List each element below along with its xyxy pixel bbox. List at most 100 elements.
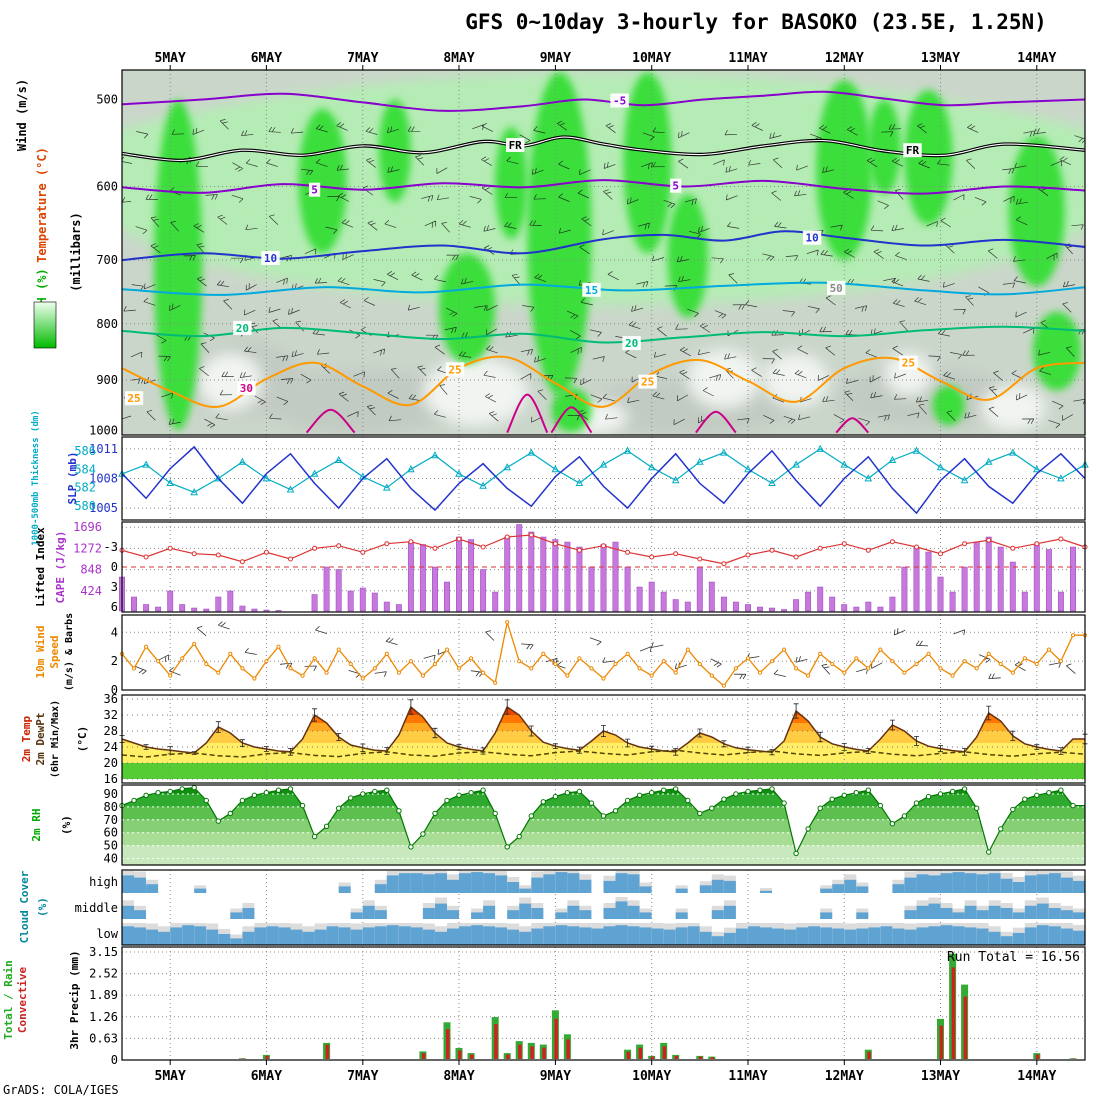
- cloud-block: [711, 936, 724, 945]
- axis-title: (millibars): [69, 212, 83, 291]
- cloud-block: [350, 912, 363, 919]
- rh-marker: [901, 813, 908, 819]
- axis-title: Total / Rain: [2, 960, 15, 1039]
- lifted-index-marker: [601, 543, 606, 549]
- rh-marker: [588, 800, 595, 806]
- cloud-block-bg: [760, 888, 772, 893]
- rh-marker: [986, 849, 992, 855]
- wind-tick: 0: [111, 683, 118, 697]
- contour-label-box: [622, 336, 641, 351]
- cloud-block: [760, 927, 772, 945]
- rh-marker: [1010, 806, 1016, 813]
- thickness-marker: [310, 469, 319, 477]
- cloud-row-label: middle: [75, 901, 118, 915]
- rh-marker: [191, 784, 197, 791]
- cloud-block: [398, 926, 411, 945]
- panel-cloud-cover: high middle low Cloud Cover (%): [18, 869, 1086, 946]
- slp-tick: 1011: [89, 442, 118, 456]
- contour-label: 30: [240, 382, 253, 395]
- thickness-tick: 582: [74, 481, 96, 495]
- wind-speed-marker: [469, 656, 474, 661]
- cloud-block: [170, 927, 183, 945]
- contour-30: [305, 408, 356, 434]
- thickness-tick: 586: [74, 444, 96, 458]
- lifted-index-marker: [649, 554, 655, 560]
- wind-speed-marker: [444, 647, 450, 652]
- cape-bar: [564, 541, 571, 612]
- cloud-block: [495, 927, 508, 945]
- wind-speed-marker: [1010, 670, 1015, 675]
- cloud-block: [194, 926, 207, 945]
- cloud-block: [988, 905, 1001, 919]
- li-tick: 3: [111, 580, 118, 594]
- cape-bar: [973, 541, 980, 612]
- rh-shading-blob: [495, 127, 528, 240]
- wind-speed-marker: [962, 659, 967, 664]
- cloud-block: [699, 931, 712, 945]
- contour-5: [122, 179, 1085, 195]
- cloud-block: [940, 908, 953, 919]
- cape-bar: [419, 544, 426, 612]
- rh-shading-blob: [980, 385, 1045, 431]
- cloud-block: [543, 926, 556, 945]
- thickness-marker: [142, 460, 150, 468]
- wind-speed-marker: [601, 676, 606, 681]
- wind-speed-marker: [589, 666, 594, 671]
- rh-marker: [360, 791, 366, 797]
- cloud-block: [435, 873, 447, 893]
- cloud-block: [820, 912, 833, 919]
- cloud-block: [1060, 910, 1073, 919]
- date-label-top: 6MAY: [251, 51, 282, 66]
- thickness-marker: [864, 474, 873, 482]
- cape-bar: [624, 566, 631, 612]
- rh-marker: [793, 850, 799, 857]
- cloud-block: [230, 938, 243, 945]
- cloud-block: [338, 927, 351, 945]
- cloud-block: [495, 875, 508, 893]
- rh-marker: [155, 790, 161, 796]
- precip-convective-bar: [650, 1056, 655, 1059]
- thickness-marker: [1057, 474, 1065, 482]
- rh-marker: [203, 797, 210, 804]
- rh-marker: [805, 826, 811, 832]
- wind-speed-marker: [348, 661, 353, 667]
- rh-marker: [877, 802, 884, 809]
- cloud-block: [579, 879, 592, 893]
- wind-speed-marker: [878, 647, 883, 652]
- cape-bar: [227, 590, 234, 612]
- cloud-block: [627, 874, 640, 893]
- lifted-index-marker: [673, 551, 679, 557]
- temp-band: [122, 695, 1085, 707]
- rh-marker: [998, 826, 1004, 832]
- rh-marker: [733, 791, 739, 797]
- contour-label-box: [638, 374, 657, 389]
- cloud-block: [567, 905, 580, 919]
- contour-label-box: [899, 355, 918, 370]
- cloud-block: [543, 874, 556, 893]
- axis-title: Temperature (°C): [35, 147, 49, 263]
- precip-convective-bar: [506, 1054, 510, 1059]
- precip-convective-bar: [566, 1039, 570, 1059]
- cloud-block: [1073, 930, 1085, 945]
- thickness-marker: [479, 481, 487, 489]
- rh-marker: [492, 810, 498, 817]
- cloud-block: [615, 925, 628, 945]
- cloud-block: [615, 901, 628, 919]
- cloud-block: [422, 874, 435, 893]
- cape-bar: [636, 586, 643, 612]
- precip-convective-bar: [458, 1050, 462, 1059]
- cape-bar: [432, 566, 438, 612]
- cloud-block: [904, 929, 917, 945]
- thickness-marker: [936, 463, 945, 471]
- wind-speed-marker: [721, 683, 727, 688]
- surface-wind-barbs: [135, 621, 1076, 680]
- rh-marker: [1034, 792, 1040, 798]
- cape-bar: [143, 604, 150, 612]
- cloud-block: [964, 905, 977, 919]
- li-tick: -3: [104, 540, 118, 554]
- lifted-index-marker: [793, 554, 799, 560]
- cloud-block: [435, 931, 447, 945]
- precip-convective-bar: [963, 996, 968, 1059]
- cloud-block: [410, 927, 423, 945]
- wind-speed-marker: [505, 620, 510, 625]
